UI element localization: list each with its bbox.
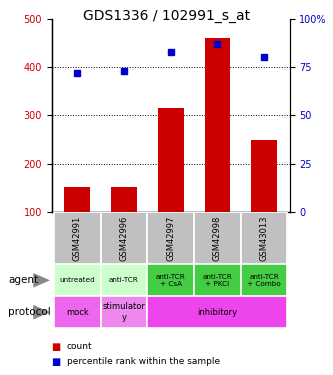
Bar xyxy=(204,38,230,212)
Text: percentile rank within the sample: percentile rank within the sample xyxy=(67,357,220,366)
Text: GSM42996: GSM42996 xyxy=(120,215,129,261)
Bar xyxy=(194,264,241,296)
Polygon shape xyxy=(33,305,50,320)
Text: inhibitory: inhibitory xyxy=(197,308,237,316)
Bar xyxy=(147,296,287,328)
Bar xyxy=(147,264,194,296)
Text: mock: mock xyxy=(66,308,89,316)
Text: agent: agent xyxy=(8,275,38,285)
Bar xyxy=(65,187,90,212)
Text: protocol: protocol xyxy=(8,307,51,317)
Text: count: count xyxy=(67,342,92,351)
Text: ■: ■ xyxy=(52,357,61,367)
Text: anti-TCR
+ PKCi: anti-TCR + PKCi xyxy=(202,274,232,287)
Bar xyxy=(241,212,287,264)
Bar xyxy=(54,212,101,264)
Bar xyxy=(147,212,194,264)
Bar xyxy=(101,296,147,328)
Bar xyxy=(101,212,147,264)
Text: stimulator
y: stimulator y xyxy=(103,303,146,322)
Text: GSM42997: GSM42997 xyxy=(166,215,175,261)
Text: anti-TCR: anti-TCR xyxy=(109,278,139,284)
Bar xyxy=(251,140,277,212)
Bar xyxy=(111,187,137,212)
Bar xyxy=(158,108,183,212)
Text: GSM42998: GSM42998 xyxy=(213,215,222,261)
Text: untreated: untreated xyxy=(59,278,95,284)
Bar xyxy=(241,264,287,296)
Text: GSM42991: GSM42991 xyxy=(73,216,82,261)
Bar xyxy=(101,264,147,296)
Text: anti-TCR
+ CsA: anti-TCR + CsA xyxy=(156,274,185,287)
Text: anti-TCR
+ Combo: anti-TCR + Combo xyxy=(247,274,281,287)
Text: GDS1336 / 102991_s_at: GDS1336 / 102991_s_at xyxy=(83,9,250,23)
Bar xyxy=(194,212,241,264)
Text: GSM43013: GSM43013 xyxy=(259,215,268,261)
Text: ■: ■ xyxy=(52,342,61,352)
Bar xyxy=(54,296,101,328)
Polygon shape xyxy=(33,273,50,288)
Bar xyxy=(54,264,101,296)
